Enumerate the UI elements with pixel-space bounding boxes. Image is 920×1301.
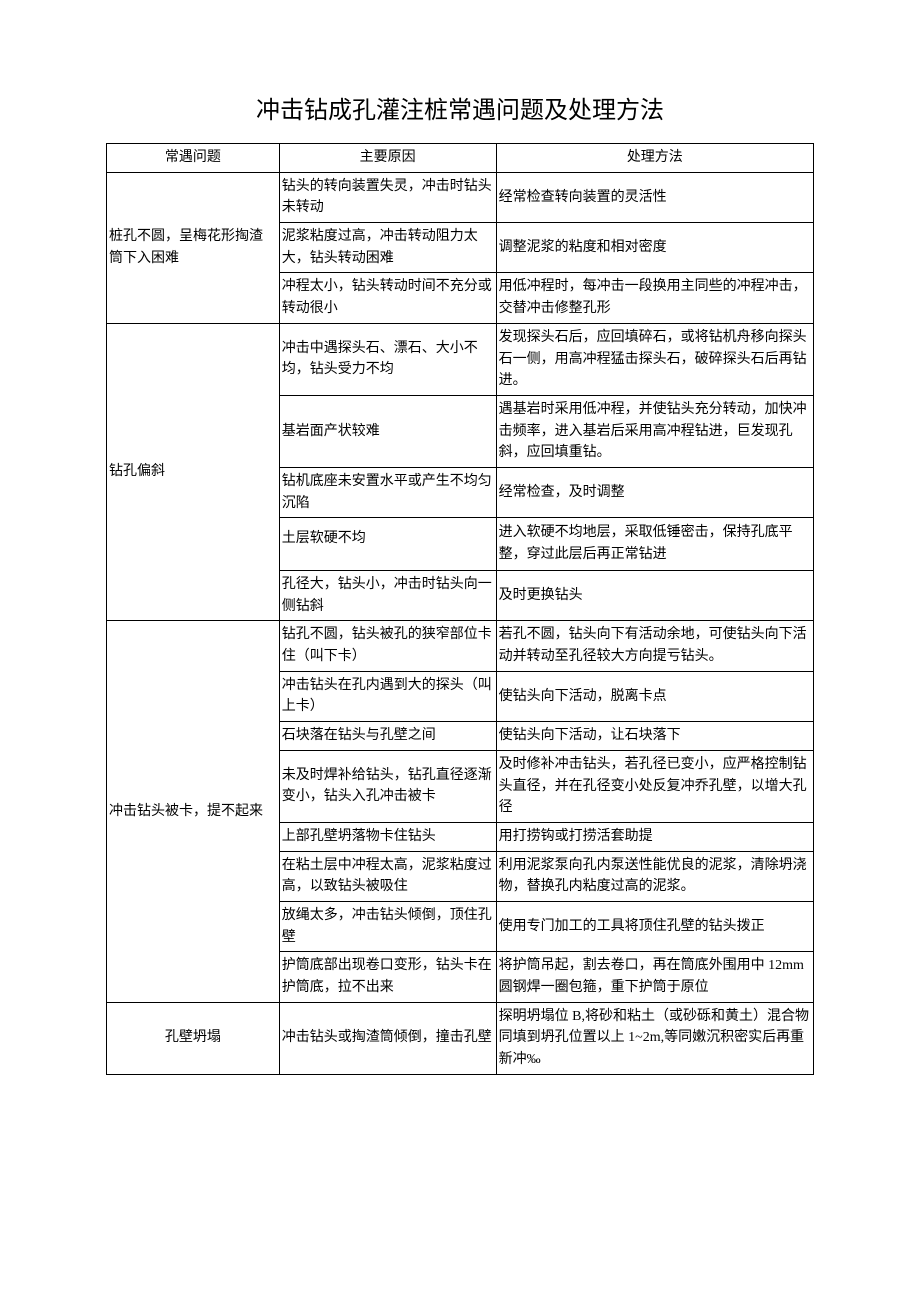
problem-cell: 桩孔不圆，呈梅花形掏渣筒下入困难 [107,172,280,323]
method-cell: 调整泥浆的粘度和相对密度 [496,223,813,273]
cause-cell: 泥浆粘度过高，冲击转动阻力太大，钻头转动困难 [279,223,496,273]
cause-cell: 在粘土层中冲程太高，泥浆粘度过高，以致钻头被吸住 [279,851,496,901]
page-title: 冲击钻成孔灌注桩常遇问题及处理方法 [106,90,814,125]
method-cell: 探明坍塌位 B,将砂和粘土（或砂砾和黄土）混合物同填到坍孔位置以上 1~2m,等… [496,1002,813,1074]
hdr-cause: 主要原因 [279,144,496,173]
cause-cell: 冲程太小，钻头转动时间不充分或转动很小 [279,273,496,323]
method-cell: 发现探头石后，应回填碎石，或将钻机舟移向探头石一侧，用高冲程猛击探头石，破碎探头… [496,323,813,395]
problem-cell: 孔壁坍塌 [107,1002,280,1074]
method-cell: 及时更换钻头 [496,571,813,621]
cause-cell: 护筒底部出现卷口变形，钻头卡在护筒底，拉不出来 [279,952,496,1002]
troubleshoot-table: 常遇问题 主要原因 处理方法 桩孔不圆，呈梅花形掏渣筒下入困难 钻头的转向装置失… [106,143,814,1075]
hdr-problem: 常遇问题 [107,144,280,173]
method-cell: 经常检查，及时调整 [496,467,813,517]
method-cell: 用打捞钩或打捞活套助提 [496,822,813,851]
method-cell: 及时修补冲击钻头，若孔径已变小，应严格控制钻头直径，并在孔径变小处反复冲乔孔壁，… [496,750,813,822]
cause-cell: 石块落在钻头与孔壁之间 [279,722,496,751]
cause-cell: 冲击中遇探头石、漂石、大小不均，钻头受力不均 [279,323,496,395]
cause-cell: 基岩面产状较难 [279,395,496,467]
hdr-method: 处理方法 [496,144,813,173]
cause-cell: 孔径大，钻头小，冲击时钻头向一侧钻斜 [279,571,496,621]
method-cell: 用低冲程时，每冲击一段换用主同些的冲程冲击，交替冲击修整孔形 [496,273,813,323]
cause-cell: 冲击钻头或掏渣筒倾倒，撞击孔壁 [279,1002,496,1074]
method-cell: 使钻头向下活动，让石块落下 [496,722,813,751]
header-row: 常遇问题 主要原因 处理方法 [107,144,814,173]
table-row: 孔壁坍塌 冲击钻头或掏渣筒倾倒，撞击孔壁 探明坍塌位 B,将砂和粘土（或砂砾和黄… [107,1002,814,1074]
method-cell: 利用泥浆泵向孔内泵送性能优良的泥浆，清除坍浇物，替换孔内粘度过高的泥浆。 [496,851,813,901]
cause-cell: 放绳太多，冲击钻头倾倒，顶住孔壁 [279,901,496,951]
cause-cell: 土层软硬不均 [279,518,496,571]
cause-cell: 未及时焊补给钻头，钻孔直径逐渐变小，钻头入孔冲击被卡 [279,750,496,822]
table-row: 桩孔不圆，呈梅花形掏渣筒下入困难 钻头的转向装置失灵，冲击时钻头未转动 经常检查… [107,172,814,222]
cause-cell: 上部孔壁坍落物卡住钻头 [279,822,496,851]
method-cell: 若孔不圆，钻头向下有活动余地，可使钻头向下活动并转动至孔径较大方向提亏钻头。 [496,621,813,671]
method-cell: 遇基岩时采用低冲程，并使钻头充分转动，加快冲击频率，进入基岩后采用高冲程钻进，巨… [496,395,813,467]
cause-cell: 冲击钻头在孔内遇到大的探头（叫上卡） [279,671,496,721]
problem-cell: 冲击钻头被卡，提不起来 [107,621,280,1002]
cause-cell: 钻头的转向装置失灵，冲击时钻头未转动 [279,172,496,222]
method-cell: 将护筒吊起，割去卷口，再在筒底外围用中 12mm 圆钢焊一圈包箍，重下护筒于原位 [496,952,813,1002]
method-cell: 使用专门加工的工具将顶住孔壁的钻头拨正 [496,901,813,951]
problem-cell: 钻孔偏斜 [107,323,280,621]
method-cell: 经常检查转向装置的灵活性 [496,172,813,222]
table-row: 冲击钻头被卡，提不起来 钻孔不圆，钻头被孔的狭窄部位卡住（叫下卡） 若孔不圆，钻… [107,621,814,671]
table-row: 钻孔偏斜 冲击中遇探头石、漂石、大小不均，钻头受力不均 发现探头石后，应回填碎石… [107,323,814,395]
cause-cell: 钻孔不圆，钻头被孔的狭窄部位卡住（叫下卡） [279,621,496,671]
method-cell: 进入软硬不均地层，采取低锤密击，保持孔底平整，穿过此层后再正常钻进 [496,518,813,571]
cause-cell: 钻机底座未安置水平或产生不均匀沉陷 [279,467,496,517]
method-cell: 使钻头向下活动，脱离卡点 [496,671,813,721]
